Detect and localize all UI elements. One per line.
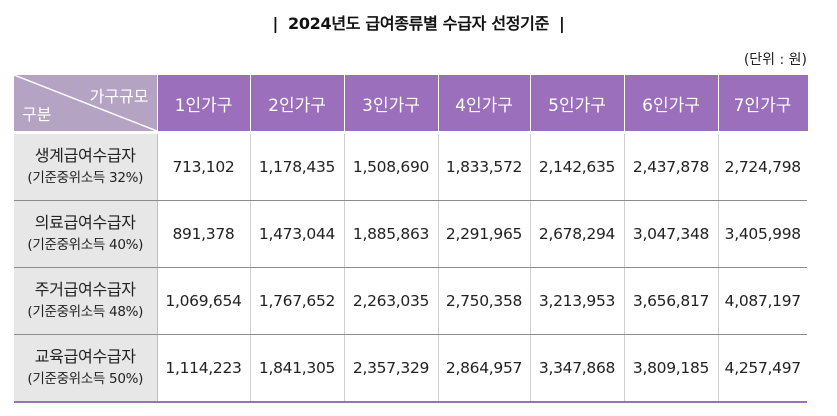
value-cell: 1,833,572: [437, 132, 530, 201]
value-cell: 1,885,863: [343, 200, 438, 268]
benefit-criteria-table: 가구규모 구분 1인가구 2인가구 3인가구 4인가구 5인가구 6인가구 7인…: [14, 75, 808, 403]
header-row: 가구규모 구분 1인가구 2인가구 3인가구 4인가구 5인가구 6인가구 7인…: [14, 75, 808, 134]
column-header: 5인가구: [529, 75, 624, 134]
column-header: 4인가구: [437, 75, 530, 134]
row-header-cell: 교육급여수급자 (기준중위소득 50%): [14, 334, 158, 403]
row-header-cell: 주거급여수급자 (기준중위소득 48%): [14, 267, 158, 335]
column-header: 7인가구: [717, 75, 808, 134]
column-header: 1인가구: [156, 75, 250, 134]
value-cell: 1,178,435: [249, 132, 344, 201]
row-criteria: (기준중위소득 48%): [27, 304, 144, 320]
value-cell: 1,069,654: [156, 267, 250, 335]
row-criteria: (기준중위소득 50%): [27, 371, 144, 387]
value-cell: 1,473,044: [249, 200, 344, 268]
value-cell: 713,102: [156, 132, 250, 201]
corner-diagonal-line: [14, 75, 157, 131]
table-row: 생계급여수급자 (기준중위소득 32%) 713,102 1,178,435 1…: [14, 132, 807, 201]
row-criteria: (기준중위소득 32%): [27, 170, 144, 186]
value-cell: 1,508,690: [343, 132, 438, 201]
page-title: | 2024년도 급여종류별 수급자 선정기준 |: [0, 10, 837, 34]
column-header: 6인가구: [623, 75, 718, 134]
row-name: 교육급여수급자: [34, 347, 136, 366]
value-cell: 4,257,497: [717, 334, 807, 403]
value-cell: 3,213,953: [529, 267, 624, 335]
table-row: 주거급여수급자 (기준중위소득 48%) 1,069,654 1,767,652…: [14, 267, 807, 335]
value-cell: 3,347,868: [529, 334, 624, 403]
value-cell: 2,263,035: [343, 267, 438, 335]
value-cell: 2,291,965: [437, 200, 530, 268]
corner-header-cell: 가구규모 구분: [14, 75, 157, 134]
row-header-cell: 의료급여수급자 (기준중위소득 40%): [14, 200, 158, 268]
table-row: 교육급여수급자 (기준중위소득 50%) 1,114,223 1,841,305…: [14, 334, 807, 403]
value-cell: 3,405,998: [717, 200, 807, 268]
title-left-bar: |: [272, 14, 278, 33]
value-cell: 2,357,329: [343, 334, 438, 403]
row-header-cell: 생계급여수급자 (기준중위소득 32%): [14, 132, 158, 201]
row-name: 생계급여수급자: [34, 146, 136, 165]
value-cell: 891,378: [156, 200, 250, 268]
value-cell: 2,724,798: [717, 132, 807, 201]
value-cell: 2,678,294: [529, 200, 624, 268]
value-cell: 2,864,957: [437, 334, 530, 403]
value-cell: 3,656,817: [623, 267, 718, 335]
value-cell: 4,087,197: [717, 267, 807, 335]
corner-category-label: 구분: [22, 105, 52, 124]
value-cell: 2,437,878: [623, 132, 718, 201]
row-name: 주거급여수급자: [34, 280, 136, 299]
title-right-bar: |: [559, 14, 565, 33]
value-cell: 2,142,635: [529, 132, 624, 201]
value-cell: 1,114,223: [156, 334, 250, 403]
corner-household-size-label: 가구규모: [89, 87, 149, 106]
value-cell: 1,841,305: [249, 334, 344, 403]
title-text: 2024년도 급여종류별 수급자 선정기준: [287, 14, 550, 33]
row-criteria: (기준중위소득 40%): [27, 237, 144, 253]
value-cell: 2,750,358: [437, 267, 530, 335]
unit-label: (단위 : 원): [743, 52, 807, 68]
value-cell: 3,809,185: [623, 334, 718, 403]
table-row: 의료급여수급자 (기준중위소득 40%) 891,378 1,473,044 1…: [14, 200, 807, 268]
column-header: 3인가구: [343, 75, 438, 134]
row-name: 의료급여수급자: [34, 213, 136, 232]
value-cell: 3,047,348: [623, 200, 718, 268]
value-cell: 1,767,652: [249, 267, 344, 335]
column-header: 2인가구: [249, 75, 344, 134]
